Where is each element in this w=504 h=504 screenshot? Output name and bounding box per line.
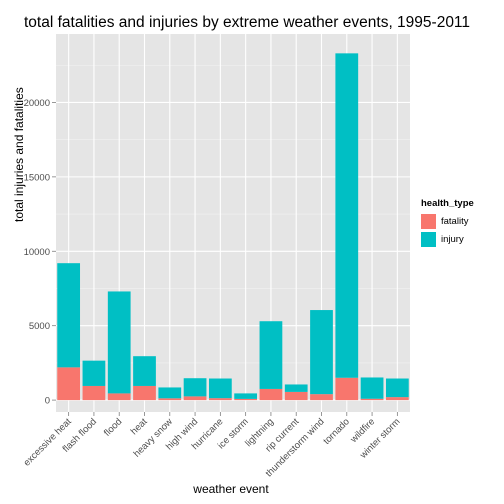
bar-fatality-tornado xyxy=(335,377,359,401)
bar-fatality-hurricane xyxy=(208,398,232,401)
bar-fatality-thunderstorm-wind xyxy=(310,394,333,401)
legend-key-injury xyxy=(421,232,436,247)
y-tick-label: 10000 xyxy=(24,247,50,258)
bar-injury-wildfire xyxy=(360,377,384,399)
bar-injury-lightning xyxy=(259,321,283,389)
bar-fatality-rip-current xyxy=(284,391,308,401)
x-tick-label: tornado xyxy=(321,416,352,447)
bar-injury-winter-storm xyxy=(385,378,409,398)
bar-injury-flash-flood xyxy=(82,360,106,386)
bar-fatality-winter-storm xyxy=(385,397,409,401)
y-tick-label: 15000 xyxy=(24,172,50,183)
bar-fatality-high-wind xyxy=(183,396,207,401)
y-axis-label: total injuries and fatalities xyxy=(12,87,26,222)
bar-injury-rip-current xyxy=(284,384,308,392)
bar-injury-thunderstorm-wind xyxy=(310,310,333,395)
bar-fatality-lightning xyxy=(259,388,283,401)
legend-title: health_type xyxy=(421,198,474,209)
bar-fatality-heavy-snow xyxy=(158,398,182,401)
x-axis-label: weather event xyxy=(193,482,269,496)
legend-label-fatality: fatality xyxy=(441,216,469,227)
bar-injury-heavy-snow xyxy=(158,387,182,399)
bar-injury-heat xyxy=(133,356,156,386)
bar-injury-tornado xyxy=(335,53,359,378)
x-tick-label: flood xyxy=(102,416,124,438)
bar-injury-excessive-heat xyxy=(57,263,81,368)
legend-item-fatality: fatality xyxy=(421,213,474,230)
bar-injury-flood xyxy=(107,291,131,394)
y-tick-label: 5000 xyxy=(29,321,50,332)
bar-fatality-flood xyxy=(107,393,131,401)
bar-fatality-heat xyxy=(133,385,156,401)
bar-injury-ice-storm xyxy=(234,393,258,399)
bar-fatality-ice-storm xyxy=(234,398,258,401)
bar-fatality-excessive-heat xyxy=(57,367,81,401)
chart-title: total fatalities and injuries by extreme… xyxy=(24,14,471,31)
legend: health_type fatality injury xyxy=(421,198,474,248)
y-tick-label: 20000 xyxy=(24,98,50,109)
bar-fatality-flash-flood xyxy=(82,385,106,401)
y-tick-label: 0 xyxy=(45,396,50,407)
bar-injury-high-wind xyxy=(183,378,207,397)
legend-key-fatality xyxy=(421,214,436,229)
legend-item-injury: injury xyxy=(421,231,474,248)
bar-injury-hurricane xyxy=(208,378,232,399)
bar-fatality-wildfire xyxy=(360,398,384,401)
x-tick-label: heat xyxy=(129,416,150,437)
legend-label-injury: injury xyxy=(441,234,464,245)
